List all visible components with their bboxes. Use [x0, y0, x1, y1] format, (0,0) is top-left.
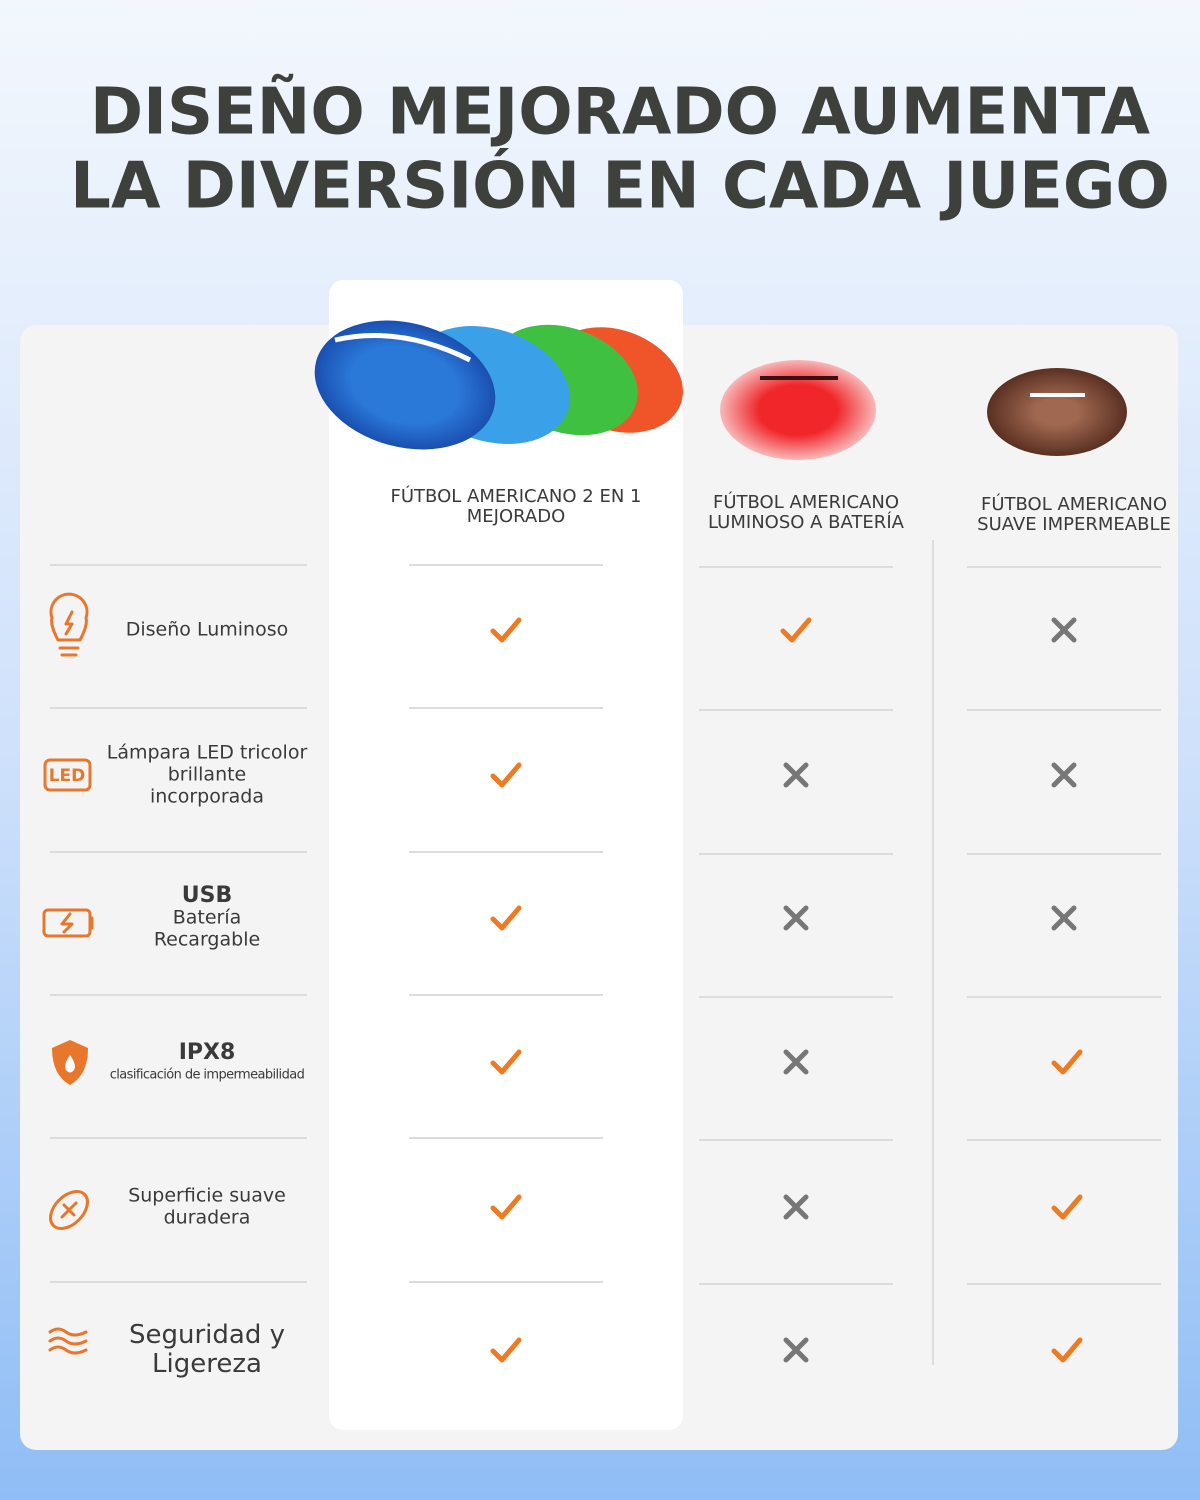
- wave-icon: [48, 1327, 88, 1355]
- column-header: SUAVE IMPERMEABLE: [977, 514, 1171, 535]
- feature-label: Seguridad y: [129, 1320, 285, 1350]
- feature-label: duradera: [164, 1207, 251, 1229]
- check-mark: [490, 905, 522, 931]
- feature-label: Diseño Luminoso: [126, 619, 288, 641]
- feature-label: Superficie suave: [128, 1185, 286, 1207]
- product-image: [720, 360, 876, 460]
- cross-mark: [783, 1337, 809, 1363]
- cross-mark: [783, 1049, 809, 1075]
- battery-icon: [42, 908, 94, 938]
- check-mark: [1051, 1194, 1083, 1220]
- column-header: FÚTBOL AMERICANO: [713, 491, 899, 513]
- cross-mark: [783, 762, 809, 788]
- cross-mark: [1051, 762, 1077, 788]
- cross-mark: [1051, 905, 1077, 931]
- shield-icon: [52, 1040, 88, 1085]
- feature-label: Recargable: [154, 929, 260, 951]
- icon-label: LED: [49, 766, 86, 786]
- title-line: LA DIVERSIÓN EN CADA JUEGO: [70, 148, 1170, 224]
- check-mark: [490, 617, 522, 643]
- feature-label: Lámpara LED tricolor: [107, 742, 308, 764]
- title-line: DISEÑO MEJORADO AUMENTA: [90, 74, 1150, 150]
- check-mark: [1051, 1049, 1083, 1075]
- feature-heading: USB: [182, 883, 232, 908]
- feature-label: incorporada: [150, 786, 264, 808]
- bulb-icon: [49, 592, 89, 657]
- cross-mark: [783, 1194, 809, 1220]
- feature-label: Ligereza: [152, 1349, 262, 1379]
- ball-icon: [49, 1190, 89, 1230]
- product-image: [314, 320, 683, 450]
- cross-mark: [783, 905, 809, 931]
- check-mark: [490, 1337, 522, 1363]
- column-header: FÚTBOL AMERICANO 2 EN 1: [391, 485, 642, 507]
- check-mark: [490, 762, 522, 788]
- column-header: LUMINOSO A BATERÍA: [708, 511, 905, 533]
- feature-label: brillante: [168, 764, 247, 786]
- check-mark: [780, 617, 812, 643]
- check-mark: [1051, 1337, 1083, 1363]
- cross-mark: [1051, 617, 1077, 643]
- highlight-column: [329, 280, 683, 1430]
- feature-label: Batería: [173, 907, 242, 929]
- product-image: [987, 368, 1127, 456]
- column-header: MEJORADO: [467, 506, 566, 527]
- check-mark: [490, 1049, 522, 1075]
- led-icon: LED: [43, 758, 92, 792]
- column-header: FÚTBOL AMERICANO: [981, 493, 1167, 515]
- check-mark: [490, 1194, 522, 1220]
- feature-heading: IPX8: [179, 1040, 236, 1065]
- feature-label: clasificación de impermeabilidad: [110, 1068, 305, 1083]
